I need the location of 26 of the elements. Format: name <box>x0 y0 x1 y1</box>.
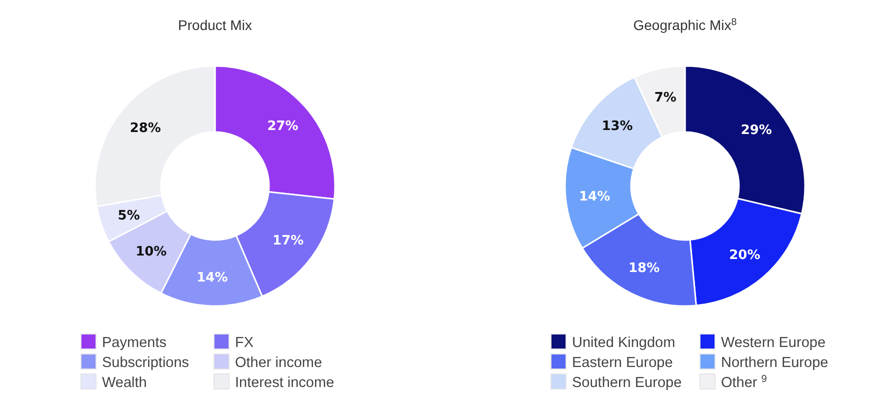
data-label: 27% <box>267 118 298 134</box>
data-label: 17% <box>272 234 304 249</box>
data-label: 18% <box>628 260 660 276</box>
legend-label: Southern Europe <box>572 375 682 391</box>
data-label: 7% <box>654 90 676 106</box>
data-label: 5% <box>118 208 140 224</box>
legend-label: Western Europe <box>721 335 826 351</box>
data-label: 20% <box>729 248 760 264</box>
data-label: 28% <box>130 120 161 136</box>
data-label: 14% <box>578 189 610 204</box>
legend-label: Other $^{9}$ <box>721 374 768 391</box>
legend-label: Wealth <box>102 375 147 391</box>
chart-title: Geographic Mix$^{8}$ <box>633 16 738 33</box>
legend-label: Eastern Europe <box>572 355 673 371</box>
legend-label: Payments <box>102 335 166 351</box>
legend-label: Interest income <box>235 375 334 391</box>
legend-label: Other income <box>235 355 322 371</box>
legend-label: Northern Europe <box>721 355 828 371</box>
legend-label: FX <box>235 335 254 351</box>
legend-label: United Kingdom <box>572 335 676 351</box>
data-label: 29% <box>740 123 772 138</box>
data-label: 14% <box>196 270 228 286</box>
data-label: 13% <box>602 118 633 134</box>
data-label: 10% <box>136 244 167 260</box>
legend-label: Subscriptions <box>102 355 190 371</box>
chart-title: Product Mix <box>178 17 252 33</box>
